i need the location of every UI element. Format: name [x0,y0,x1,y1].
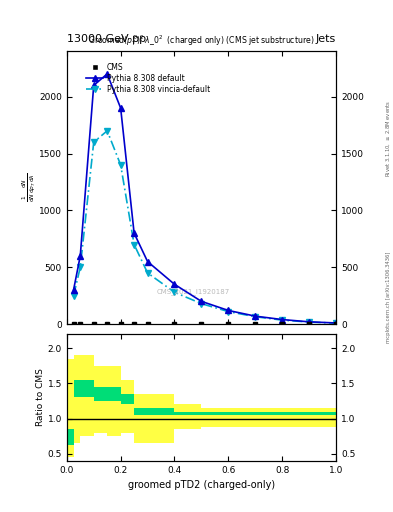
Y-axis label: Ratio to CMS: Ratio to CMS [36,369,45,426]
Text: mcplots.cern.ch [arXiv:1306.3436]: mcplots.cern.ch [arXiv:1306.3436] [386,251,391,343]
Text: Rivet 3.1.10, $\geq$ 2.8M events: Rivet 3.1.10, $\geq$ 2.8M events [384,100,392,177]
Y-axis label: $\frac{1}{\mathrm{d}N}\frac{\mathrm{d}N}{\mathrm{d}p_T\,\mathrm{d}\lambda}$: $\frac{1}{\mathrm{d}N}\frac{\mathrm{d}N}… [20,173,38,202]
X-axis label: groomed pTD2 (charged-only): groomed pTD2 (charged-only) [128,480,275,490]
Text: Groomed$(p_T^D)^2\,\lambda\_0^2$  (charged only) (CMS jet substructure): Groomed$(p_T^D)^2\,\lambda\_0^2$ (charge… [88,34,315,49]
Text: 13000 GeV pp: 13000 GeV pp [67,33,146,44]
Text: Jets: Jets [316,33,336,44]
Legend: CMS, Pythia 8.308 default, Pythia 8.308 vincia-default: CMS, Pythia 8.308 default, Pythia 8.308 … [84,60,213,96]
Text: CMS_2021_I1920187: CMS_2021_I1920187 [157,288,230,295]
